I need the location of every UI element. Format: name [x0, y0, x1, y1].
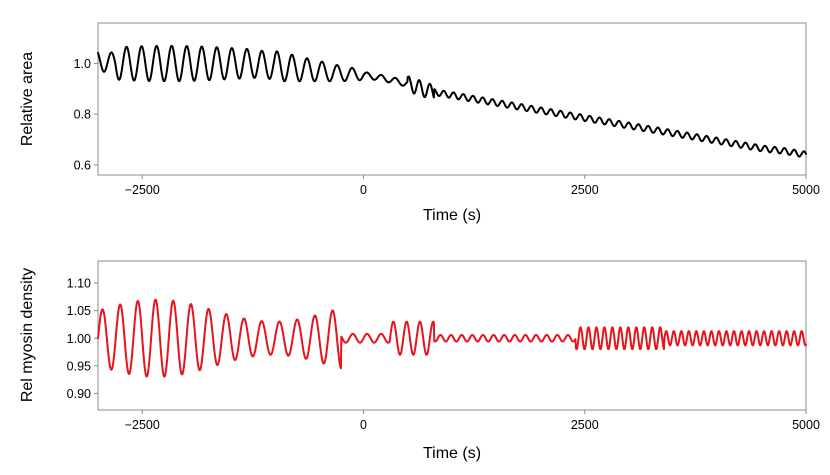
y-tick-label: 0.95 — [67, 359, 91, 373]
x-axis: −2500 0 2500 5000 — [125, 175, 820, 197]
y-tick-label: 1.00 — [67, 332, 91, 346]
x-tick-label: −2500 — [125, 418, 160, 432]
y-tick-label: 1.05 — [67, 304, 91, 318]
x-tick-label: 0 — [360, 183, 367, 197]
y-tick-label: 0.8 — [74, 108, 91, 122]
myosin-density-line — [97, 298, 807, 378]
y-axis: 0.90 0.95 1.00 1.05 1.10 — [67, 277, 98, 401]
relative-area-panel: 0.6 0.8 1.0 −2500 0 2500 5000 Time (s) Relati… — [19, 22, 820, 224]
relative-area-line — [97, 44, 807, 158]
x-axis-title: Time (s) — [423, 445, 481, 462]
x-tick-label: 5000 — [792, 418, 820, 432]
x-tick-label: 2500 — [571, 418, 599, 432]
y-tick-label: 1.0 — [74, 57, 91, 71]
x-tick-label: −2500 — [125, 183, 160, 197]
x-axis: −2500 0 2500 5000 — [125, 410, 820, 432]
y-tick-label: 0.6 — [74, 158, 91, 172]
y-tick-label: 1.10 — [67, 277, 91, 291]
x-axis-title: Time (s) — [423, 207, 481, 224]
y-axis: 0.6 0.8 1.0 — [74, 57, 98, 172]
x-tick-label: 5000 — [792, 183, 820, 197]
myosin-density-panel: 0.90 0.95 1.00 1.05 1.10 −2500 0 2500 5000 Time… — [19, 260, 820, 462]
x-tick-label: 2500 — [571, 183, 599, 197]
y-tick-label: 0.90 — [67, 387, 91, 401]
y-axis-title: Relative area — [19, 52, 36, 146]
plot-frame — [97, 22, 807, 176]
y-axis-title: Rel myosin density — [19, 268, 36, 402]
x-tick-label: 0 — [360, 418, 367, 432]
